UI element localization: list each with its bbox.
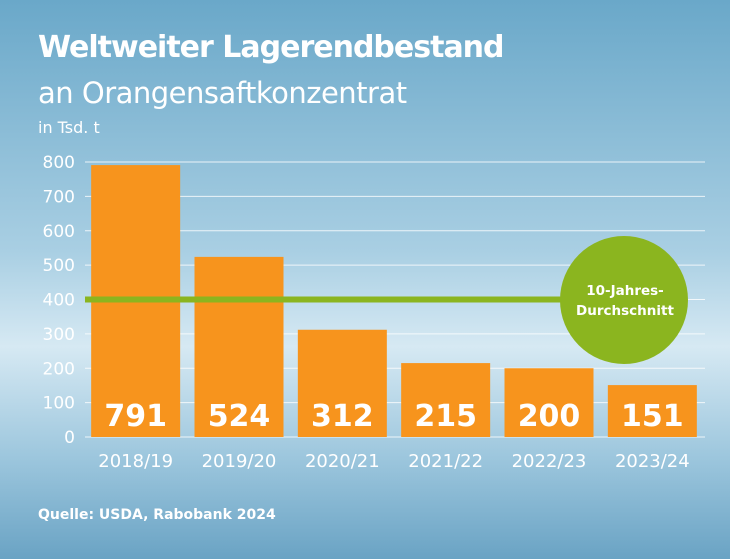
bar-2022/23 [504, 368, 594, 437]
y-tick-label: 600 [43, 222, 75, 242]
unit-label: in Tsd. t [38, 118, 100, 137]
data-label: 215 [414, 399, 477, 434]
x-axis-ticks: 2018/19 2019/20 2020/21 2021/22 2022/23 2023/… [98, 451, 689, 472]
y-tick-label: 100 [43, 394, 75, 414]
data-label: 791 [104, 399, 167, 434]
x-tick-label: 2018/19 [98, 451, 173, 472]
data-label: 151 [621, 399, 684, 434]
average-reference: 10-Jahres- Durchschnitt [85, 236, 688, 364]
data-label: 524 [208, 399, 271, 434]
average-badge-label-2: Durchschnitt [576, 303, 674, 319]
y-tick-label: 400 [43, 291, 75, 311]
x-tick-label: 2023/24 [615, 451, 690, 472]
bar-2020/21 [297, 329, 387, 437]
y-tick-label: 300 [43, 325, 75, 345]
chart-title: Weltweiter Lagerendbestand [38, 30, 505, 65]
data-label: 312 [311, 399, 374, 434]
data-labels: 791 524 312 215 200 151 [104, 399, 683, 434]
bar-2021/22 [401, 363, 491, 437]
average-badge [560, 236, 688, 364]
y-tick-label: 500 [43, 256, 75, 276]
y-tick-label: 700 [43, 187, 75, 207]
x-tick-label: 2021/22 [408, 451, 483, 472]
x-tick-label: 2019/20 [202, 451, 277, 472]
y-tick-label: 0 [64, 428, 75, 448]
bar-2023/24 [607, 385, 697, 437]
x-tick-label: 2020/21 [305, 451, 380, 472]
average-badge-label-1: 10-Jahres- [586, 283, 664, 299]
data-label: 200 [518, 399, 581, 434]
y-axis-ticks: 0 100 200 300 400 500 600 700 800 [43, 153, 75, 448]
bar-2019/20 [194, 256, 284, 437]
source-note: Quelle: USDA, Rabobank 2024 [38, 507, 276, 523]
y-tick-label: 800 [43, 153, 75, 173]
x-tick-label: 2022/23 [512, 451, 587, 472]
y-tick-label: 200 [43, 359, 75, 379]
chart-subtitle: an Orangensaftkonzentrat [38, 76, 407, 110]
